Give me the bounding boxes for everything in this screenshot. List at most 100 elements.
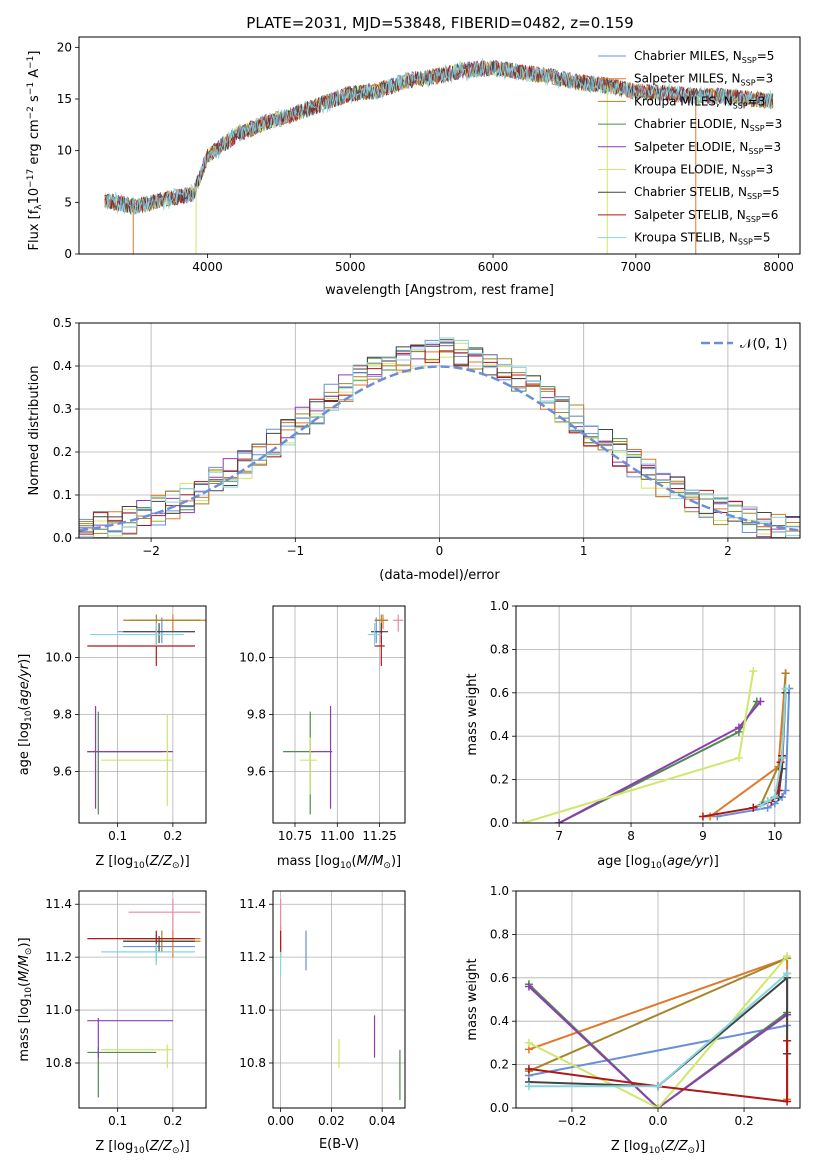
plot-area xyxy=(87,614,206,815)
ylabel-age_vs_Z: age [log10(age/yr)] xyxy=(17,654,34,776)
legend-label: Kroupa ELODIE, NSSP=3 xyxy=(634,163,773,179)
xlabel-ebv: E(B-V) xyxy=(319,1137,359,1152)
weight-marker xyxy=(783,1097,792,1106)
xlabel-age_vs_mass: mass [log10(M/M⊙)] xyxy=(277,854,401,871)
axes-frame xyxy=(78,605,207,824)
axes-frame xyxy=(272,605,406,824)
weight-line-4 xyxy=(528,985,788,1108)
y-tick-label: 20 xyxy=(57,40,72,54)
y-tick-label: 9.6 xyxy=(247,765,266,779)
y-tick-label: 10.8 xyxy=(45,1056,72,1070)
axes-frame xyxy=(515,890,801,1109)
y-tick-label: 0.2 xyxy=(53,445,72,459)
axes-age_vs_mass: 10.75 11.00 11.25 9.6 9.8 10.0 xyxy=(239,605,406,843)
weight-marker xyxy=(749,803,758,812)
histogram-8 xyxy=(79,337,800,538)
spectrum-legend: Chabrier MILES, NSSP=5 Salpeter MILES, NS… xyxy=(598,49,782,247)
weight-marker xyxy=(756,801,765,810)
y-tick-label: 0.4 xyxy=(490,729,509,743)
weight-marker xyxy=(778,753,787,762)
x-tick-label: 0.04 xyxy=(369,1114,396,1128)
axes-frame xyxy=(78,322,801,539)
residual-ylabel: Normed distribution xyxy=(27,366,42,496)
legend-label: Chabrier MILES, NSSP=5 xyxy=(634,49,774,65)
x-tick-label: 1 xyxy=(580,544,588,558)
y-tick-label: 0.4 xyxy=(490,1014,509,1028)
x-tick-label: 4000 xyxy=(192,260,223,274)
y-tick-label: 0.2 xyxy=(490,773,509,787)
y-tick-label: 10 xyxy=(57,144,72,158)
ylabel-weight_vs_Z: mass weight xyxy=(465,958,480,1040)
y-tick-label: 0.3 xyxy=(53,402,72,416)
plot-area xyxy=(283,614,404,815)
spectrum-xlabel: wavelength [Angstrom, rest frame] xyxy=(325,283,554,298)
weight-line-7 xyxy=(528,1040,789,1103)
weight-marker xyxy=(783,969,792,978)
xlabel-weight_vs_Z: Z [log10(Z/Z⊙)] xyxy=(611,1139,705,1156)
x-tick-label: 7000 xyxy=(621,260,652,274)
legend-label: Kroupa STELIB, NSSP=5 xyxy=(634,231,771,247)
weight-marker xyxy=(524,982,533,991)
y-tick-label: 0.5 xyxy=(53,316,72,330)
axes-mass_vs_ebv: 0.00 0.02 0.04 10.8 11.0 11.2 11.4 xyxy=(239,890,406,1128)
legend-label: Chabrier STELIB, NSSP=5 xyxy=(634,185,780,201)
weight-line-4 xyxy=(558,700,762,823)
weight-marker xyxy=(524,1082,533,1091)
axes-mass_vs_Z: 0.1 0.2 10.8 11.0 11.2 11.4 xyxy=(45,890,207,1128)
legend-label: 𝒩(0, 1) xyxy=(740,337,787,352)
y-tick-label: 9.6 xyxy=(53,765,72,779)
y-tick-label: 11.2 xyxy=(45,950,72,964)
spectrum-line-8 xyxy=(104,58,774,216)
y-tick-label: 0.6 xyxy=(490,686,509,700)
y-tick-label: 0.6 xyxy=(490,971,509,985)
x-tick-label: 0.0 xyxy=(648,1114,667,1128)
weight-marker xyxy=(783,1036,792,1045)
x-tick-label: 0.1 xyxy=(108,1114,127,1128)
weight-marker xyxy=(763,797,772,806)
weight-marker xyxy=(555,819,564,823)
x-tick-label: −2 xyxy=(142,544,160,558)
weight-line-5 xyxy=(528,955,788,1108)
legend-label: Kroupa MILES, NSSP=3 xyxy=(634,94,765,110)
legend-label: Salpeter MILES, NSSP=3 xyxy=(634,72,773,88)
x-tick-label: 5000 xyxy=(335,260,366,274)
y-tick-label: 0.8 xyxy=(490,642,509,656)
spectrum-ylabel: Flux [fλ10−17 erg cm−2 s−1 A−1] xyxy=(26,51,44,251)
axes-weight_vs_age: 7 8 9 10 0.0 0.2 0.4 0.6 0.8 1.0 xyxy=(490,599,801,843)
x-tick-label: 8000 xyxy=(763,260,794,274)
x-tick-label: 9 xyxy=(699,829,707,843)
x-tick-label: 7 xyxy=(555,829,563,843)
plot-area xyxy=(87,898,201,1098)
weight-marker xyxy=(519,819,528,823)
weight-marker xyxy=(770,792,779,801)
x-tick-label: 0.2 xyxy=(735,1114,754,1128)
y-tick-label: 1.0 xyxy=(490,599,509,613)
residual-xlabel: (data-model)/error xyxy=(379,568,500,583)
plot-area xyxy=(79,337,800,538)
x-tick-label: 0.1 xyxy=(108,829,127,843)
axes-frame xyxy=(515,605,801,824)
axes-residuals: −2 −1 0 1 2 0.0 0.1 0.2 0.3 0.4 0.5 xyxy=(53,316,801,558)
y-tick-label: 5 xyxy=(64,195,72,209)
x-tick-label: 11.00 xyxy=(320,829,354,843)
axes-frame xyxy=(78,36,801,255)
y-tick-label: 0.2 xyxy=(490,1058,509,1072)
y-tick-label: 11.2 xyxy=(239,950,266,964)
y-tick-label: 0.0 xyxy=(490,816,509,830)
y-tick-label: 9.8 xyxy=(247,708,266,722)
x-tick-label: 11.25 xyxy=(362,829,396,843)
y-tick-label: 0.0 xyxy=(53,531,72,545)
y-tick-label: 0.0 xyxy=(490,1101,509,1115)
x-tick-label: 8 xyxy=(627,829,635,843)
x-tick-label: 0.2 xyxy=(163,1114,182,1128)
y-tick-label: 11.0 xyxy=(239,1003,266,1017)
weight-marker xyxy=(524,1038,533,1047)
y-tick-label: 10.0 xyxy=(45,650,72,664)
x-tick-label: 2 xyxy=(724,544,732,558)
axes-spectrum: 4000 5000 6000 7000 8000 0 5 10 15 20 xyxy=(57,36,801,274)
y-tick-label: 11.0 xyxy=(45,1003,72,1017)
axes-frame xyxy=(78,890,207,1109)
x-tick-label: 10.75 xyxy=(278,829,312,843)
legend-label: Salpeter STELIB, NSSP=6 xyxy=(634,208,778,224)
weight-marker xyxy=(698,812,707,821)
